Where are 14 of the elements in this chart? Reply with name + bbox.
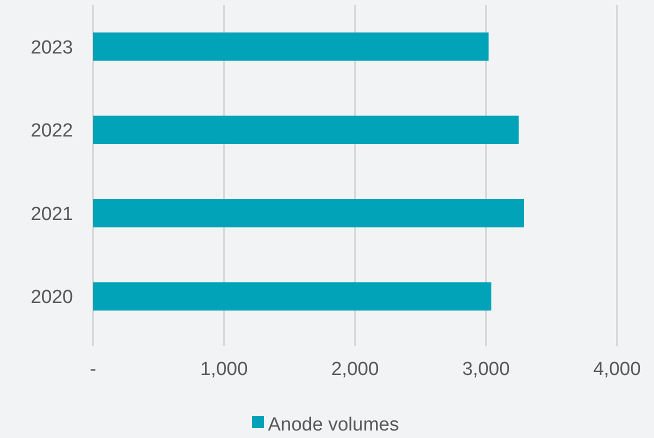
x-tick-label: 3,000 (462, 359, 510, 380)
bar (93, 116, 519, 144)
y-tick-label: 2020 (30, 287, 73, 308)
x-tick-label: 1,000 (200, 359, 248, 380)
bar (93, 32, 489, 61)
bar (93, 282, 492, 311)
x-tick-label: 4,000 (593, 359, 641, 380)
y-tick-label: 2021 (30, 204, 73, 225)
x-tick-label: - (90, 359, 96, 380)
y-tick-label: 2023 (30, 37, 73, 58)
bar (93, 198, 524, 228)
y-tick-label: 2022 (30, 120, 73, 142)
x-tick-label: 2,000 (331, 359, 379, 380)
legend-label: Anode volumes (268, 414, 399, 436)
